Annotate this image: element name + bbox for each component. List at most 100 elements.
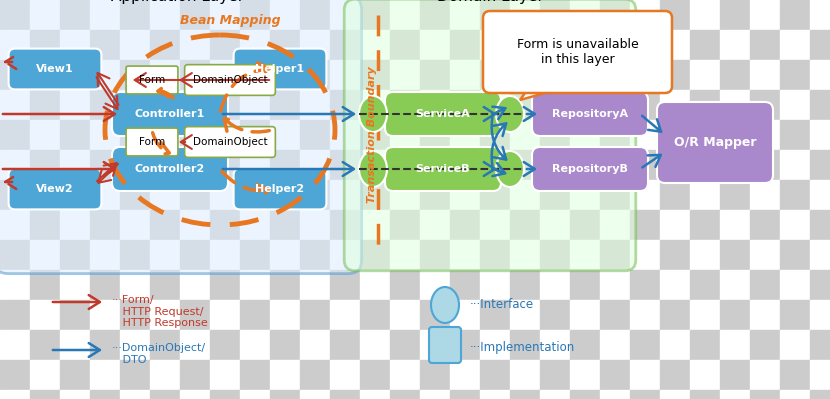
Bar (630, 270, 660, 300)
Bar (570, 90, 600, 120)
Bar (690, 60, 720, 90)
Bar (270, 240, 300, 270)
Bar (630, 330, 660, 360)
Bar (510, 360, 540, 390)
Bar (30, 330, 60, 360)
Bar (60, 150, 90, 180)
Bar (750, 150, 780, 180)
Bar (690, 120, 720, 150)
Bar (330, 360, 360, 390)
Bar (90, 30, 120, 60)
Bar (570, 300, 600, 330)
Bar (330, 150, 360, 180)
Bar (120, 390, 150, 399)
Ellipse shape (496, 96, 524, 132)
Bar (270, 90, 300, 120)
Bar (390, 30, 420, 60)
Bar (750, 30, 780, 60)
Bar (780, 390, 810, 399)
Bar (300, 0, 330, 30)
Ellipse shape (359, 151, 387, 187)
Bar (720, 90, 750, 120)
Bar (240, 180, 270, 210)
Bar (120, 330, 150, 360)
Bar (480, 0, 510, 30)
Bar (210, 90, 240, 120)
Bar (600, 240, 630, 270)
Bar (480, 210, 510, 240)
Bar (630, 0, 660, 30)
Bar (360, 30, 390, 60)
Bar (210, 360, 240, 390)
Bar (510, 210, 540, 240)
Bar (690, 270, 720, 300)
Bar (720, 390, 750, 399)
Bar (330, 270, 360, 300)
Bar (270, 60, 300, 90)
Ellipse shape (431, 287, 459, 323)
Bar (570, 120, 600, 150)
Bar (510, 150, 540, 180)
Bar (390, 90, 420, 120)
FancyBboxPatch shape (8, 49, 101, 89)
Bar (630, 150, 660, 180)
Bar (90, 90, 120, 120)
Bar (60, 120, 90, 150)
Text: ···Interface: ···Interface (470, 298, 535, 312)
Bar (300, 270, 330, 300)
Bar (570, 30, 600, 60)
Bar (0, 0, 30, 30)
Bar (60, 240, 90, 270)
Bar (810, 60, 830, 90)
Bar (600, 30, 630, 60)
Bar (270, 300, 300, 330)
Bar (780, 270, 810, 300)
Bar (0, 330, 30, 360)
Bar (630, 30, 660, 60)
Bar (510, 390, 540, 399)
Bar (360, 0, 390, 30)
FancyBboxPatch shape (233, 169, 326, 209)
Bar (450, 60, 480, 90)
Bar (390, 240, 420, 270)
Text: O/R Mapper: O/R Mapper (674, 136, 756, 149)
Bar (60, 300, 90, 330)
Bar (510, 270, 540, 300)
Bar (180, 360, 210, 390)
Bar (450, 90, 480, 120)
Bar (300, 300, 330, 330)
Bar (360, 270, 390, 300)
Bar (30, 60, 60, 90)
Bar (810, 0, 830, 30)
Bar (450, 360, 480, 390)
Text: RepositoryB: RepositoryB (552, 164, 628, 174)
Text: View1: View1 (37, 64, 74, 74)
Bar (30, 0, 60, 30)
Bar (390, 360, 420, 390)
Bar (720, 30, 750, 60)
Bar (210, 180, 240, 210)
Bar (780, 210, 810, 240)
Bar (690, 240, 720, 270)
Bar (540, 360, 570, 390)
Bar (390, 180, 420, 210)
Bar (210, 150, 240, 180)
Bar (300, 240, 330, 270)
Bar (60, 90, 90, 120)
Bar (30, 30, 60, 60)
Bar (750, 390, 780, 399)
Bar (270, 390, 300, 399)
Bar (420, 240, 450, 270)
Bar (300, 330, 330, 360)
Bar (630, 90, 660, 120)
Bar (690, 150, 720, 180)
Bar (330, 90, 360, 120)
FancyBboxPatch shape (126, 66, 178, 94)
Bar (690, 90, 720, 120)
Bar (600, 0, 630, 30)
Bar (150, 30, 180, 60)
Bar (600, 90, 630, 120)
Bar (420, 30, 450, 60)
Bar (330, 60, 360, 90)
Bar (480, 390, 510, 399)
